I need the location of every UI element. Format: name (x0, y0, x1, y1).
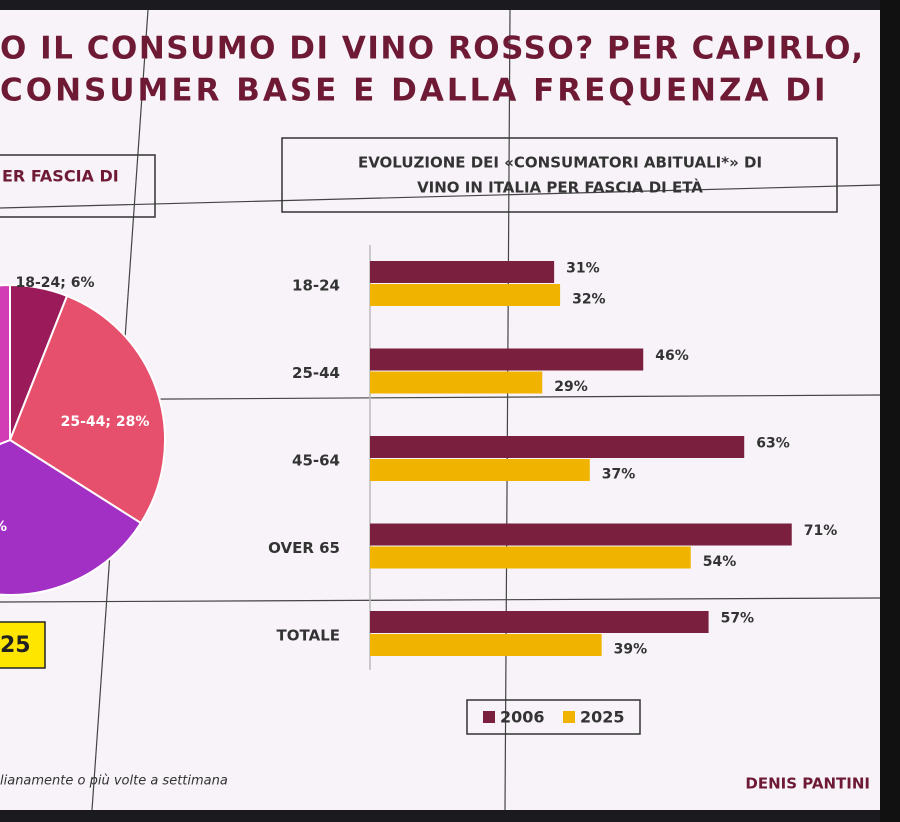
value-label: 31% (566, 261, 600, 277)
pie-slice (0, 283, 11, 446)
legend-label: 2006 (500, 708, 545, 727)
legend-box (466, 699, 641, 735)
category-label: 45-64 (292, 452, 340, 470)
value-label: 57% (721, 611, 755, 627)
category-label: TOTALE (277, 627, 340, 645)
value-label: 39% (614, 642, 648, 658)
bar (370, 611, 709, 633)
footnote: lianamente o più volte a settimana (0, 774, 228, 789)
slide-title: O IL CONSUMO DI VINO ROSSO? PER CAPIRLO, (0, 31, 865, 67)
legend-swatch (563, 711, 575, 723)
screen-frame (880, 0, 900, 822)
year-badge (0, 621, 46, 669)
bar (370, 371, 543, 394)
bar (370, 348, 644, 371)
seam (504, 9, 511, 811)
seam (0, 597, 881, 603)
pie-slice (0, 438, 143, 596)
chart-title: EVOLUZIONE DEI «CONSUMATORI ABITUALI*» D… (358, 154, 762, 172)
pie-label: 18-24; 6% (15, 275, 94, 291)
pie-slice (8, 294, 166, 525)
legend-label: 2025 (580, 708, 625, 727)
bar (370, 546, 691, 569)
value-label: 32% (572, 292, 606, 308)
category-label: 18-24 (292, 277, 340, 295)
author: DENIS PANTINI (745, 775, 870, 793)
year-badge-text: 25 (0, 633, 31, 658)
bar (370, 261, 555, 283)
panel-heading-box (0, 154, 156, 218)
value-label: 71% (804, 523, 838, 539)
bar (370, 436, 745, 458)
pie-label: % (0, 519, 7, 535)
bar (370, 284, 561, 306)
panel-heading: ER FASCIA DI (2, 167, 119, 186)
value-label: 29% (554, 379, 588, 395)
category-label: OVER 65 (268, 539, 340, 557)
value-label: 37% (602, 467, 636, 483)
chart-title: VINO IN ITALIA PER FASCIA DI ETÀ (417, 178, 703, 197)
bar (370, 459, 590, 481)
bar (370, 523, 792, 546)
value-label: 63% (756, 436, 790, 452)
legend-swatch (483, 711, 495, 723)
chart-title-box (281, 137, 838, 213)
value-label: 46% (655, 348, 689, 364)
bar (370, 634, 602, 656)
slide-title: CONSUMER BASE E DALLA FREQUENZA DI (0, 73, 829, 109)
value-label: 54% (703, 554, 737, 570)
category-label: 25-44 (292, 364, 340, 382)
pie-label: 25-44; 28% (61, 414, 150, 430)
seam (0, 184, 881, 209)
